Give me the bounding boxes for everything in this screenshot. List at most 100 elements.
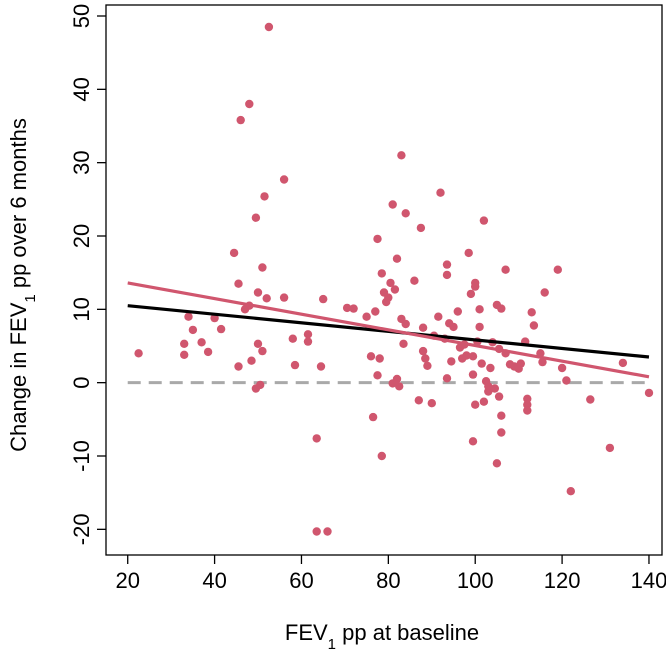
data-point-104	[486, 363, 495, 373]
data-point-56	[392, 374, 402, 384]
data-point-73	[434, 312, 443, 321]
x-tick-label-140: 140	[631, 568, 666, 593]
data-point-80	[447, 357, 456, 366]
data-point-125	[529, 321, 539, 330]
data-point-28	[279, 293, 289, 302]
data-point-0	[134, 349, 143, 358]
data-point-46	[375, 354, 384, 363]
data-point-39	[349, 304, 358, 313]
data-point-100	[479, 397, 489, 406]
data-point-91	[468, 370, 478, 379]
plot-frame	[105, 4, 663, 556]
data-point-92	[471, 400, 480, 409]
data-point-22	[258, 263, 267, 272]
data-point-124	[527, 308, 536, 317]
data-point-25	[262, 294, 271, 303]
y-tick-label-0: 0	[69, 377, 94, 389]
y-axis: -20 -10 0 10 20 30 40 50	[69, 4, 106, 545]
x-tick-label-80: 80	[376, 568, 400, 593]
data-point-52	[386, 278, 395, 288]
data-point-122	[523, 400, 532, 409]
data-point-97	[475, 322, 484, 332]
data-point-114	[501, 265, 510, 274]
data-point-64	[410, 276, 419, 285]
data-point-43	[371, 307, 380, 316]
data-point-33	[312, 434, 321, 443]
x-tick-label-40: 40	[202, 568, 226, 593]
data-point-89	[468, 352, 478, 361]
data-point-74	[436, 188, 445, 197]
data-point-111	[497, 411, 506, 420]
points-layer	[134, 22, 654, 536]
x-axis: 20 40 60 80 100 120 140	[115, 555, 666, 593]
data-point-136	[644, 388, 654, 398]
data-point-87	[464, 248, 473, 258]
data-point-132	[566, 487, 575, 496]
data-point-67	[418, 346, 428, 356]
data-point-42	[368, 412, 378, 422]
data-point-109	[494, 392, 504, 401]
data-point-12	[236, 115, 245, 125]
y-tick-label-50: 50	[69, 4, 94, 28]
data-point-30	[290, 360, 300, 370]
data-point-113	[497, 304, 506, 313]
data-point-2	[180, 350, 189, 359]
data-point-71	[427, 399, 436, 408]
fit-lines-layer	[127, 281, 650, 379]
data-point-1	[180, 339, 189, 348]
data-point-103	[484, 382, 493, 391]
data-point-96	[475, 305, 484, 314]
data-point-130	[557, 363, 567, 373]
data-point-78	[442, 374, 452, 383]
data-point-20	[253, 288, 263, 297]
data-point-108	[492, 459, 502, 468]
data-point-53	[388, 200, 397, 209]
data-point-44	[373, 371, 382, 380]
data-point-94	[471, 282, 480, 291]
data-point-133	[586, 395, 595, 404]
data-point-6	[203, 347, 213, 357]
data-point-69	[421, 354, 430, 363]
x-tick-label-120: 120	[544, 568, 581, 593]
data-point-9	[229, 248, 239, 258]
data-point-40	[362, 312, 371, 321]
red-fit-line	[127, 281, 650, 379]
data-point-10	[234, 279, 243, 288]
data-point-17	[251, 213, 261, 222]
data-point-51	[384, 293, 393, 302]
data-point-37	[323, 527, 332, 536]
data-point-45	[373, 234, 382, 244]
data-point-86	[462, 351, 471, 360]
data-point-8	[216, 324, 226, 334]
data-point-88	[466, 289, 476, 299]
data-point-34	[312, 527, 321, 536]
data-point-134	[605, 443, 615, 453]
data-point-35	[316, 362, 326, 371]
data-point-119	[516, 359, 525, 368]
data-point-55	[390, 285, 400, 294]
data-point-38	[342, 303, 352, 313]
data-point-31	[303, 330, 313, 339]
data-point-66	[416, 223, 426, 233]
data-point-23	[258, 346, 267, 356]
data-point-41	[366, 352, 376, 361]
data-point-70	[423, 361, 432, 370]
data-point-65	[414, 396, 423, 405]
x-axis-title: FEV1 pp at baseline	[285, 620, 479, 650]
x-tick-label-20: 20	[115, 568, 139, 593]
data-point-57	[392, 254, 402, 263]
data-point-121	[523, 394, 532, 403]
data-point-135	[618, 358, 628, 368]
data-point-48	[377, 451, 386, 461]
data-point-82	[453, 307, 462, 316]
data-point-58	[395, 382, 404, 391]
data-point-32	[303, 337, 313, 346]
data-point-63	[401, 319, 410, 329]
data-point-29	[288, 334, 297, 343]
y-tick-label--20: -20	[69, 513, 94, 545]
data-point-60	[397, 151, 406, 160]
y-tick-label-10: 10	[69, 297, 94, 321]
data-point-99	[479, 216, 489, 225]
data-point-27	[279, 175, 289, 184]
